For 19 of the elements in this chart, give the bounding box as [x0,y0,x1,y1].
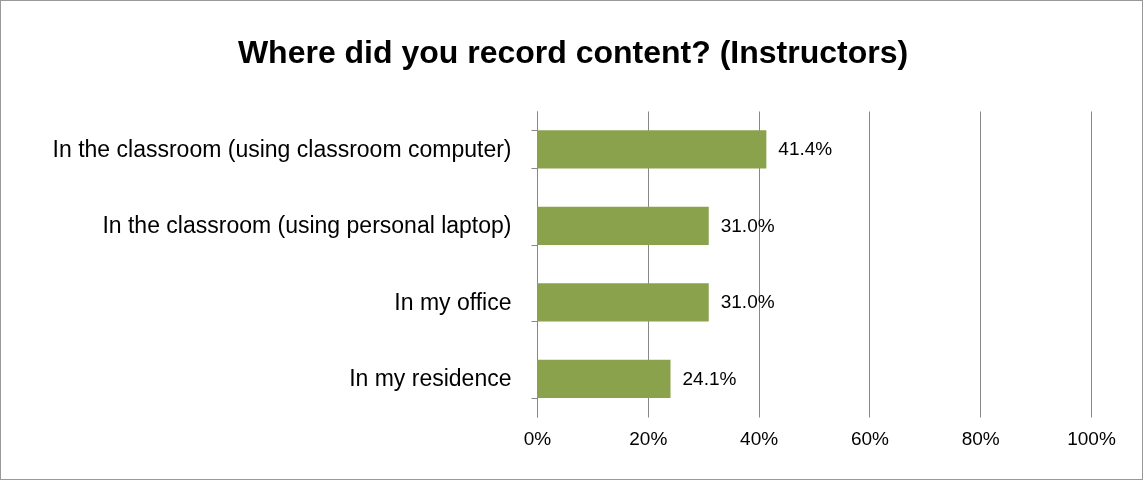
x-tick-label: 0% [523,427,552,449]
x-tick-label: 40% [740,427,779,449]
x-tick-label: 80% [961,427,1000,449]
bar [537,206,709,245]
y-tick-label: In the classroom (using classroom computer) [52,135,512,162]
data-label: 31.0% [720,214,775,236]
y-tick-label: In my residence [349,365,512,392]
x-tick-label: 60% [850,427,890,449]
y-tick-label: In my office [394,288,512,315]
x-tick-label: 20% [629,427,668,449]
bar [537,130,767,169]
y-tick-label: In the classroom (using personal laptop) [102,212,512,239]
bar [537,283,709,322]
data-label: 24.1% [682,367,737,389]
chart-title: Where did you record content? (Instructors) [237,34,909,70]
data-label: 31.0% [720,291,775,313]
bar [537,359,671,398]
data-label: 41.4% [778,138,833,160]
x-tick-label: 100% [1067,427,1116,449]
